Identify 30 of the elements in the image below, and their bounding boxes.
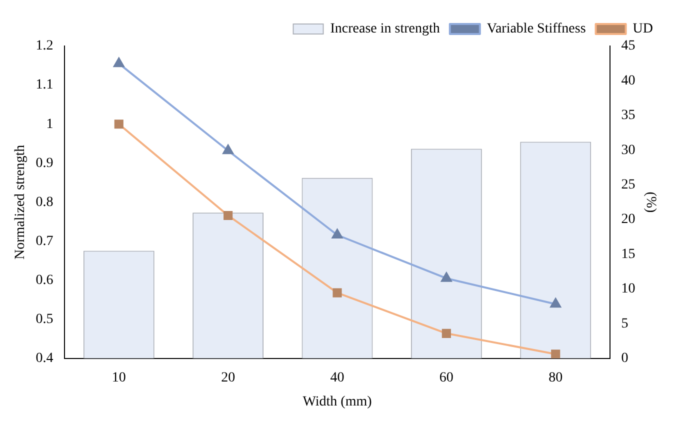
legend-label: Variable Stiffness [486, 22, 586, 37]
x-tick-label: 60 [439, 370, 454, 386]
x-tick-label: 40 [330, 370, 344, 386]
y-tick-label: 1.2 [36, 38, 54, 54]
y2-tick-label: 45 [621, 38, 636, 54]
y-tick-label: 0.5 [36, 312, 54, 328]
y2-tick-label: 30 [621, 142, 636, 158]
legend-label: UD [632, 22, 654, 37]
y2-tick-label: 10 [621, 282, 636, 297]
y-tick-label: 0.4 [36, 351, 54, 366]
legend-label: Increase in strength [330, 22, 440, 37]
y2-tick-label: 20 [621, 212, 636, 228]
y-tick-label: 0.7 [36, 234, 54, 249]
x-axis-title: Width (mm) [302, 394, 372, 410]
y2-tick-label: 35 [621, 108, 636, 124]
x-tick-label: 20 [221, 370, 236, 386]
y-axis-title: Normalized strength [13, 144, 28, 260]
y2-tick-label: 40 [621, 73, 636, 88]
y-tick-label: 0.9 [36, 156, 54, 171]
y-tick-label: 0.6 [36, 272, 54, 288]
y-tick-label: 1 [46, 116, 54, 132]
y2-tick-label: 0 [621, 351, 628, 366]
y2-tick-label: 15 [621, 246, 636, 262]
y-tick-label: 1.1 [36, 78, 54, 93]
y-tick-label: 0.8 [36, 194, 54, 210]
y2-tick-label: 25 [621, 178, 636, 193]
x-tick-label: 10 [112, 370, 126, 386]
y2-tick-label: 5 [621, 316, 628, 332]
y2-axis-title: (%) [642, 192, 658, 214]
x-tick-label: 80 [548, 370, 563, 386]
